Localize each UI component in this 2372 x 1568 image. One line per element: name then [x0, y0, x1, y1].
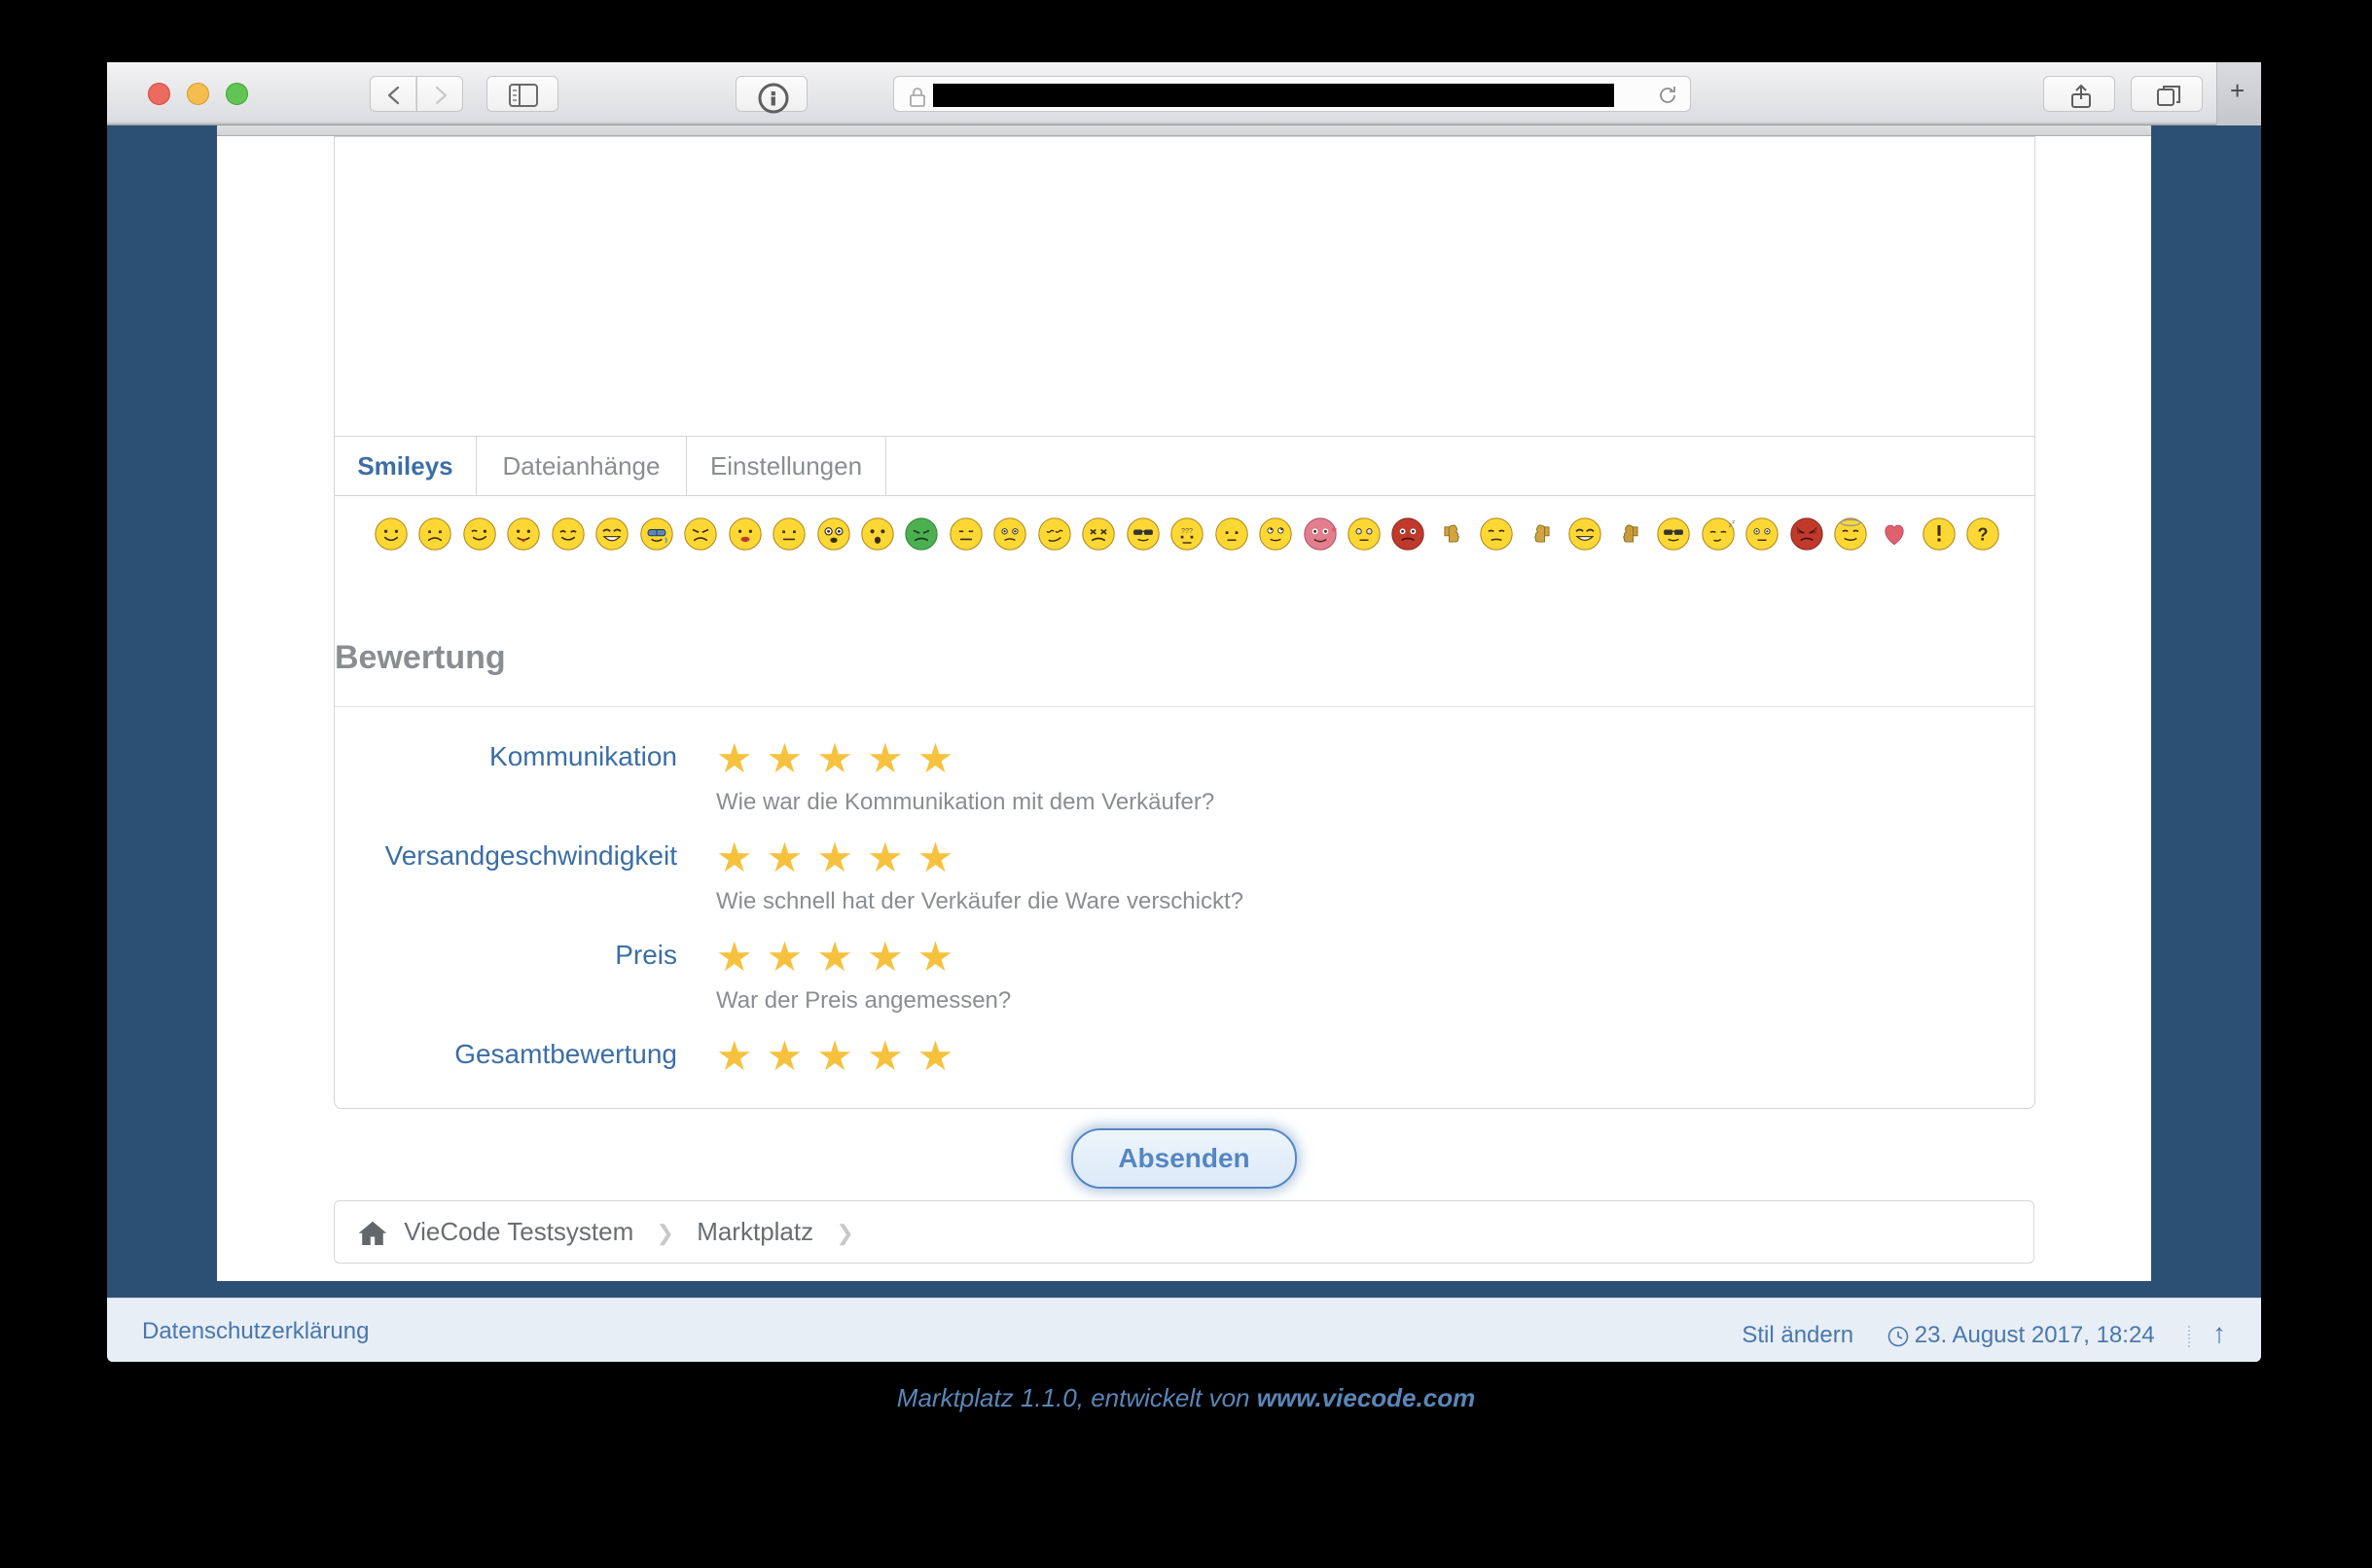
- svg-text:???: ???: [1181, 526, 1193, 535]
- svg-text:?: ?: [1978, 524, 1989, 544]
- svg-text:z: z: [1728, 522, 1731, 529]
- svg-text:Z: Z: [1732, 519, 1735, 524]
